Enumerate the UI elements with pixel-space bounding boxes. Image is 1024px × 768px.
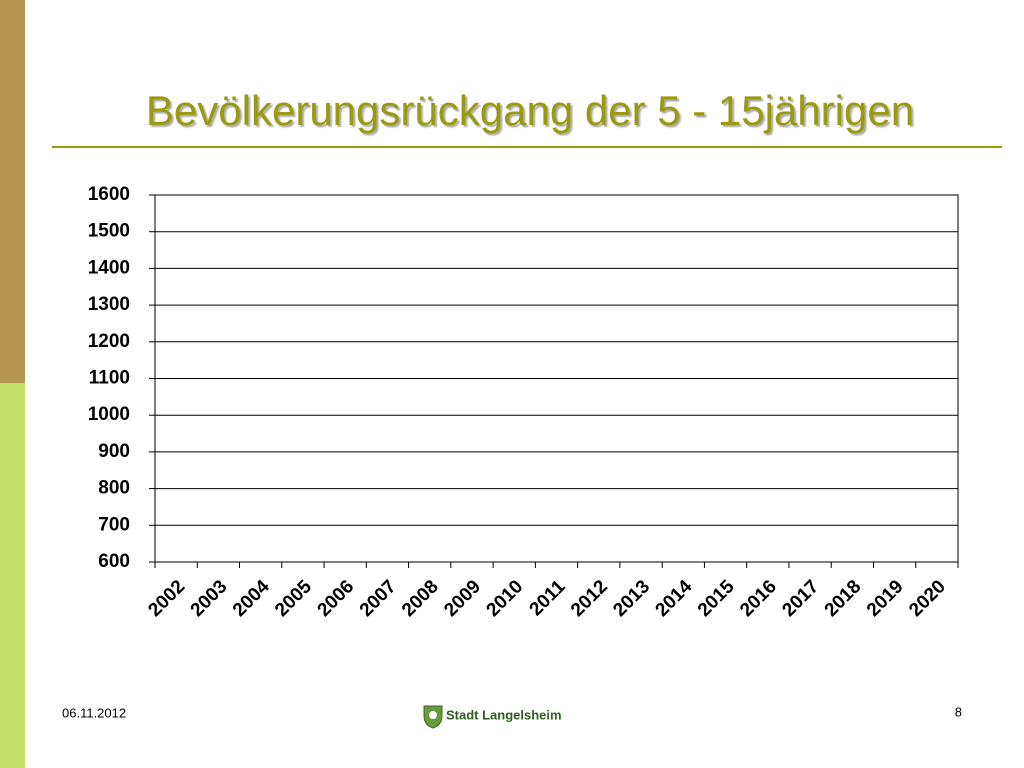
- slide-title: Bevölkerungsrückgang der 5 - 15jährigen: [146, 87, 914, 134]
- x-tick-label: 2003: [187, 576, 232, 621]
- x-tick-label: 2011: [526, 576, 570, 620]
- y-tick-label: 1400: [88, 257, 130, 278]
- x-tick-label: 2006: [314, 576, 359, 621]
- y-tick-label: 900: [98, 441, 130, 462]
- x-tick-label: 2010: [483, 576, 528, 621]
- x-tick-label: 2004: [229, 576, 274, 621]
- y-tick-label: 800: [98, 478, 130, 499]
- footer-page: 8: [955, 704, 962, 719]
- x-tick-label: 2019: [863, 576, 908, 621]
- side-stripe-bottom: [0, 383, 25, 768]
- x-tick-label: 2005: [271, 576, 316, 621]
- x-tick-label: 2020: [905, 576, 950, 621]
- x-tick-label: 2009: [440, 576, 485, 621]
- logo-emblem: [429, 711, 437, 719]
- y-tick-label: 1000: [88, 404, 130, 425]
- x-tick-label: 2013: [609, 576, 654, 621]
- x-tick-label: 2008: [398, 576, 443, 621]
- logo: [423, 705, 443, 729]
- footer-date: 06.11.2012: [62, 705, 126, 720]
- x-tick-label: 2015: [694, 576, 739, 621]
- x-tick-label: 2016: [736, 576, 781, 621]
- x-tick-label: 2007: [356, 576, 401, 621]
- x-tick-label: 2018: [821, 576, 866, 621]
- y-tick-label: 1300: [88, 294, 130, 315]
- x-tick-label: 2012: [567, 576, 612, 621]
- y-tick-label: 1500: [88, 221, 130, 242]
- footer-logo-text: Stadt Langelsheim: [446, 707, 562, 722]
- y-tick-label: 1600: [88, 184, 130, 205]
- y-tick-label: 1100: [89, 368, 130, 389]
- side-stripe-top: [0, 0, 25, 383]
- y-tick-label: 700: [98, 514, 130, 535]
- x-tick-label: 2017: [778, 576, 823, 621]
- x-tick-label: 2014: [652, 576, 697, 621]
- y-tick-label: 1200: [88, 331, 130, 352]
- y-tick-label: 600: [98, 551, 130, 572]
- x-tick-label: 2002: [144, 576, 189, 621]
